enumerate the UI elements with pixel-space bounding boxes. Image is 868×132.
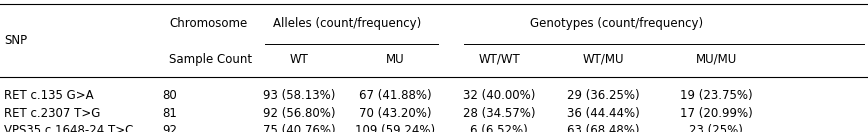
Text: 92 (56.80%): 92 (56.80%) — [263, 107, 336, 120]
Text: 28 (34.57%): 28 (34.57%) — [463, 107, 536, 120]
Text: 29 (36.25%): 29 (36.25%) — [567, 89, 640, 102]
Text: 81: 81 — [161, 107, 177, 120]
Text: 32 (40.00%): 32 (40.00%) — [463, 89, 536, 102]
Text: WT/MU: WT/MU — [582, 53, 624, 66]
Text: 17 (20.99%): 17 (20.99%) — [680, 107, 753, 120]
Text: 67 (41.88%): 67 (41.88%) — [358, 89, 431, 102]
Text: WT/WT: WT/WT — [478, 53, 520, 66]
Text: 36 (44.44%): 36 (44.44%) — [567, 107, 640, 120]
Text: MU/MU: MU/MU — [695, 53, 737, 66]
Text: RET c.135 G>A: RET c.135 G>A — [4, 89, 94, 102]
Text: VPS35 c.1648-24 T>C: VPS35 c.1648-24 T>C — [4, 124, 134, 132]
Text: Genotypes (count/frequency): Genotypes (count/frequency) — [529, 17, 703, 30]
Text: 19 (23.75%): 19 (23.75%) — [680, 89, 753, 102]
Text: 75 (40.76%): 75 (40.76%) — [263, 124, 336, 132]
Text: RET c.2307 T>G: RET c.2307 T>G — [4, 107, 101, 120]
Text: Chromosome: Chromosome — [169, 17, 247, 30]
Text: Alleles (count/frequency): Alleles (count/frequency) — [273, 17, 421, 30]
Text: Sample Count: Sample Count — [169, 53, 253, 66]
Text: 80: 80 — [162, 89, 176, 102]
Text: 93 (58.13%): 93 (58.13%) — [263, 89, 336, 102]
Text: 109 (59.24%): 109 (59.24%) — [355, 124, 435, 132]
Text: MU: MU — [385, 53, 404, 66]
Text: 23 (25%): 23 (25%) — [689, 124, 743, 132]
Text: 6 (6.52%): 6 (6.52%) — [470, 124, 528, 132]
Text: 63 (68.48%): 63 (68.48%) — [567, 124, 640, 132]
Text: 70 (43.20%): 70 (43.20%) — [358, 107, 431, 120]
Text: WT: WT — [290, 53, 309, 66]
Text: 92: 92 — [161, 124, 177, 132]
Text: SNP: SNP — [4, 34, 28, 47]
